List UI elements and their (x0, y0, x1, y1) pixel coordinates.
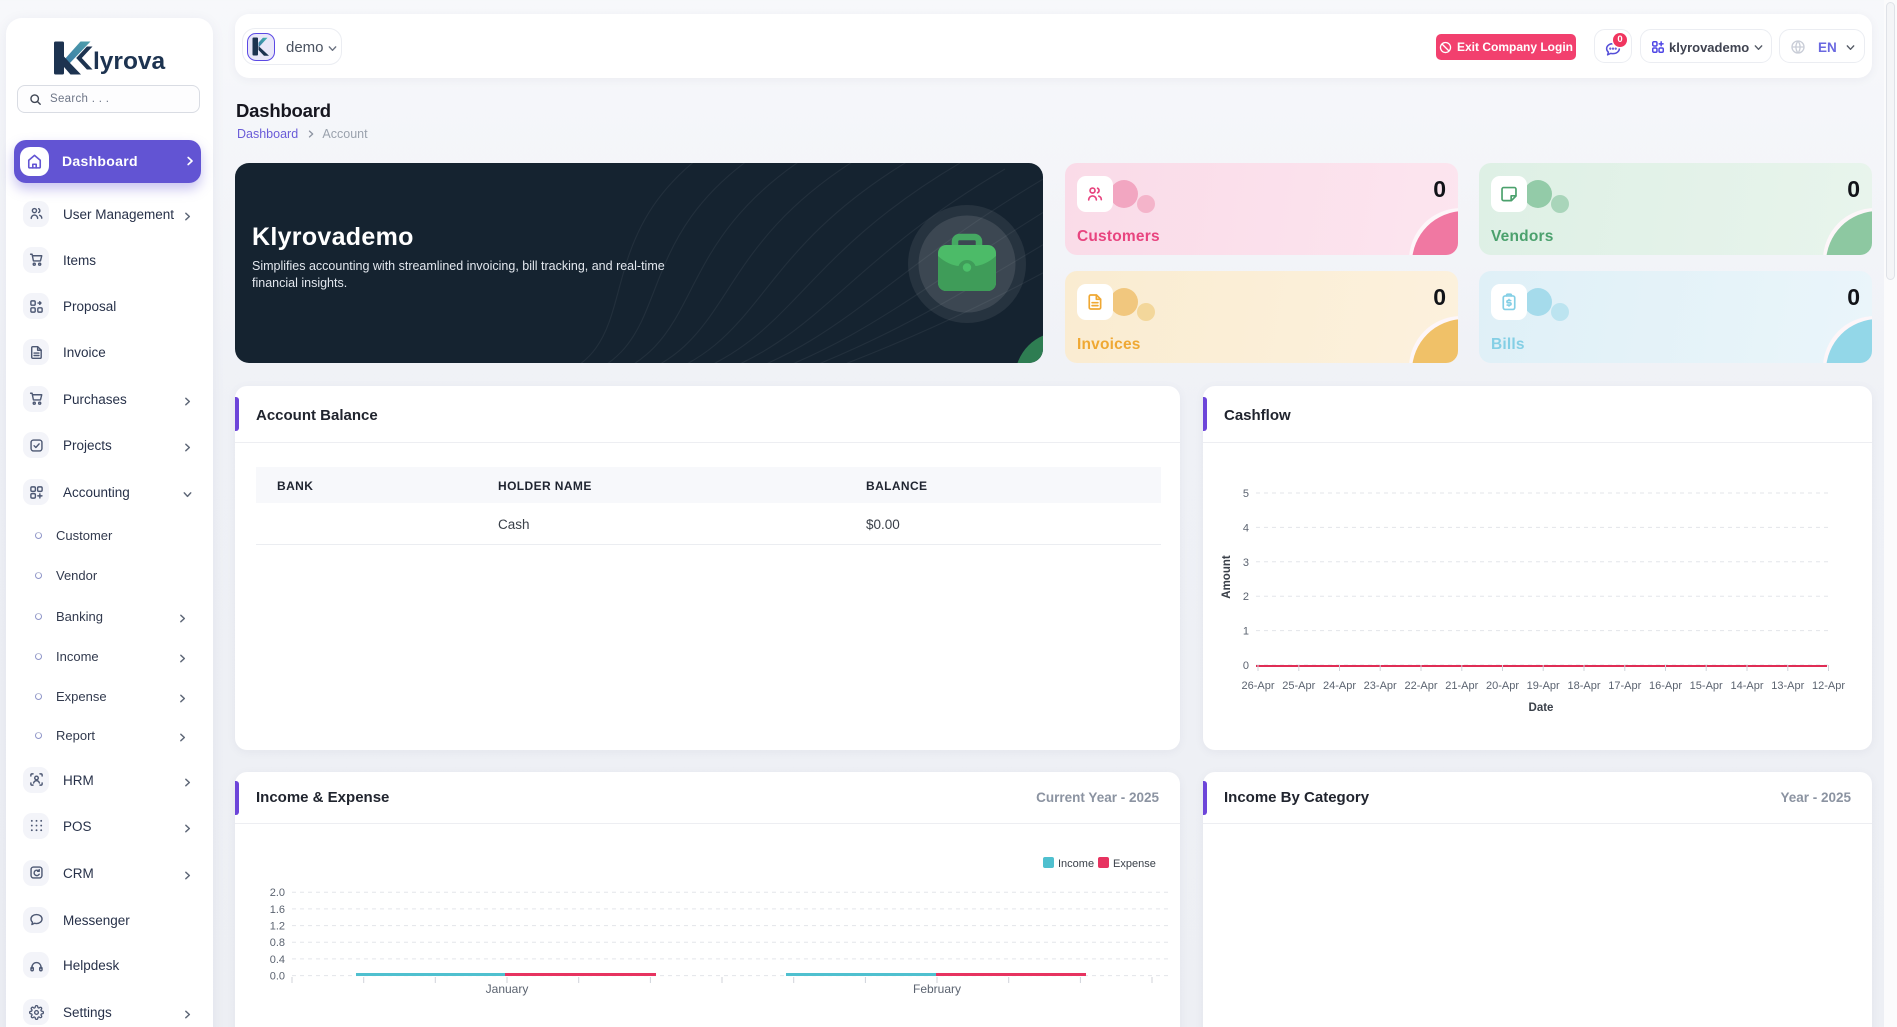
svg-text:0: 0 (1243, 660, 1249, 672)
svg-text:2: 2 (1243, 591, 1249, 603)
svg-text:18-Apr: 18-Apr (1567, 680, 1600, 692)
svg-text:16-Apr: 16-Apr (1649, 680, 1682, 692)
svg-text:17-Apr: 17-Apr (1608, 680, 1641, 692)
svg-text:1.6: 1.6 (270, 904, 285, 916)
svg-text:February: February (913, 982, 961, 996)
svg-text:14-Apr: 14-Apr (1730, 680, 1763, 692)
svg-text:0.8: 0.8 (270, 937, 285, 949)
svg-text:23-Apr: 23-Apr (1364, 680, 1397, 692)
svg-text:0.4: 0.4 (270, 954, 285, 966)
svg-text:12-Apr: 12-Apr (1812, 680, 1845, 692)
svg-text:25-Apr: 25-Apr (1282, 680, 1315, 692)
svg-text:5: 5 (1243, 488, 1249, 500)
svg-text:21-Apr: 21-Apr (1445, 680, 1478, 692)
svg-text:0.0: 0.0 (270, 971, 285, 983)
svg-text:Income: Income (1058, 858, 1094, 870)
svg-text:4: 4 (1243, 522, 1249, 534)
svg-text:20-Apr: 20-Apr (1486, 680, 1519, 692)
svg-text:January: January (486, 982, 529, 996)
svg-text:lyrova: lyrova (93, 48, 166, 75)
svg-text:1: 1 (1243, 626, 1249, 638)
svg-text:1.2: 1.2 (270, 921, 285, 933)
svg-text:15-Apr: 15-Apr (1690, 680, 1723, 692)
svg-text:3: 3 (1243, 557, 1249, 569)
svg-text:19-Apr: 19-Apr (1527, 680, 1560, 692)
svg-text:2.0: 2.0 (270, 887, 285, 899)
svg-text:22-Apr: 22-Apr (1404, 680, 1437, 692)
svg-text:13-Apr: 13-Apr (1771, 680, 1804, 692)
svg-text:26-Apr: 26-Apr (1241, 680, 1274, 692)
svg-text:Amount: Amount (1221, 555, 1233, 599)
svg-text:Expense: Expense (1113, 858, 1156, 870)
svg-text:Date: Date (1529, 702, 1554, 714)
svg-text:24-Apr: 24-Apr (1323, 680, 1356, 692)
